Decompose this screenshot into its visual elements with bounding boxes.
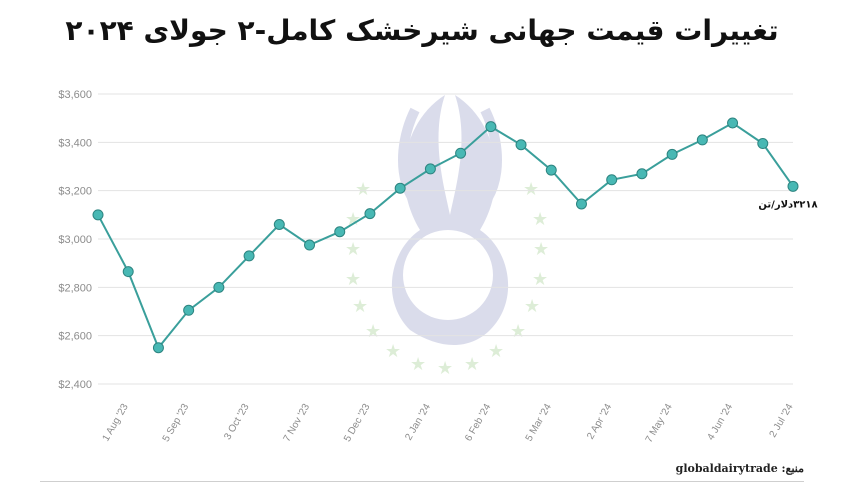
y-axis-ticks: $2,400 $2,600 $2,800 $3,000 $3,200 $3,400 $3,6…: [58, 89, 92, 391]
data-point: [666, 148, 678, 160]
series-markers: [92, 117, 799, 354]
x-tick-label: 5 Mar '24: [524, 402, 554, 444]
data-point: [485, 121, 497, 133]
svg-text:★: ★: [385, 341, 401, 362]
svg-text:★: ★: [533, 239, 549, 260]
svg-text:★: ★: [437, 358, 453, 379]
x-axis-ticks: 1 Aug '23 5 Sep '23 3 Oct '23 7 Nov '23 5 De…: [101, 402, 796, 445]
svg-text:★: ★: [410, 354, 426, 375]
x-tick-label: 7 May '24: [644, 402, 675, 445]
x-tick-label: 4 Jun '24: [705, 402, 735, 443]
x-tick-label: 2 Jul '24: [768, 402, 796, 440]
y-tick-label: $3,000: [58, 234, 92, 246]
svg-text:★: ★: [510, 321, 526, 342]
data-point: [545, 164, 557, 176]
x-tick-label: 3 Oct '23: [222, 402, 252, 442]
svg-text:★: ★: [464, 354, 480, 375]
svg-text:★: ★: [488, 341, 504, 362]
svg-text:★: ★: [355, 179, 371, 200]
data-point: [455, 147, 467, 159]
watermark-logo: ★ ★ ★ ★ ★ ★ ★ ★ ★ ★ ★ ★ ★ ★ ★ ★ ★: [345, 95, 549, 379]
data-point: [787, 180, 799, 192]
svg-text:★: ★: [345, 269, 361, 290]
data-point: [636, 168, 648, 180]
x-tick-label: 5 Dec '23: [342, 402, 373, 444]
data-point: [696, 134, 708, 146]
svg-text:★: ★: [365, 321, 381, 342]
data-point: [515, 139, 527, 151]
series-line: [97, 121, 794, 350]
data-point: [606, 174, 618, 186]
y-tick-label: $3,600: [58, 89, 92, 101]
x-tick-label: 2 Apr '24: [585, 402, 614, 442]
data-point: [575, 198, 587, 210]
y-tick-label: $3,400: [58, 137, 92, 149]
x-tick-label: 6 Feb '24: [463, 402, 493, 444]
last-value-label: ۳۲۱۸دلار/تن: [758, 199, 817, 210]
x-tick-label: 1 Aug '23: [101, 402, 131, 444]
footer-divider: [40, 481, 804, 482]
data-point: [727, 117, 739, 129]
data-point: [122, 266, 134, 278]
data-point: [273, 219, 285, 230]
svg-text:★: ★: [532, 209, 548, 230]
data-point: [394, 182, 406, 194]
svg-text:★: ★: [532, 269, 548, 290]
data-point: [334, 226, 346, 238]
x-tick-label: 5 Sep '23: [161, 402, 192, 444]
data-point: [213, 281, 225, 293]
source-note: منبع: globaldairytrade: [675, 462, 804, 475]
x-tick-label: 7 Nov '23: [282, 402, 313, 444]
svg-text:★: ★: [345, 239, 361, 260]
x-tick-label: 2 Jan '24: [403, 402, 433, 443]
data-point: [424, 163, 436, 175]
data-point: [757, 138, 769, 150]
y-tick-label: $2,600: [58, 331, 92, 343]
data-point: [152, 342, 164, 354]
y-tick-label: $2,400: [58, 379, 92, 391]
svg-text:★: ★: [524, 296, 540, 317]
data-point: [183, 304, 195, 316]
svg-text:★: ★: [523, 179, 539, 200]
chart-title: تغییرات قیمت جهانی شیرخشک کامل-۲ جولای ۲…: [65, 14, 779, 47]
y-tick-label: $3,200: [58, 186, 92, 198]
grid-lines: [98, 93, 793, 385]
data-point: [364, 208, 376, 220]
data-point: [92, 209, 104, 221]
y-tick-label: $2,800: [58, 282, 92, 294]
svg-text:★: ★: [345, 209, 361, 230]
data-point: [243, 250, 255, 262]
data-point: [304, 239, 316, 251]
svg-text:★: ★: [352, 296, 368, 317]
